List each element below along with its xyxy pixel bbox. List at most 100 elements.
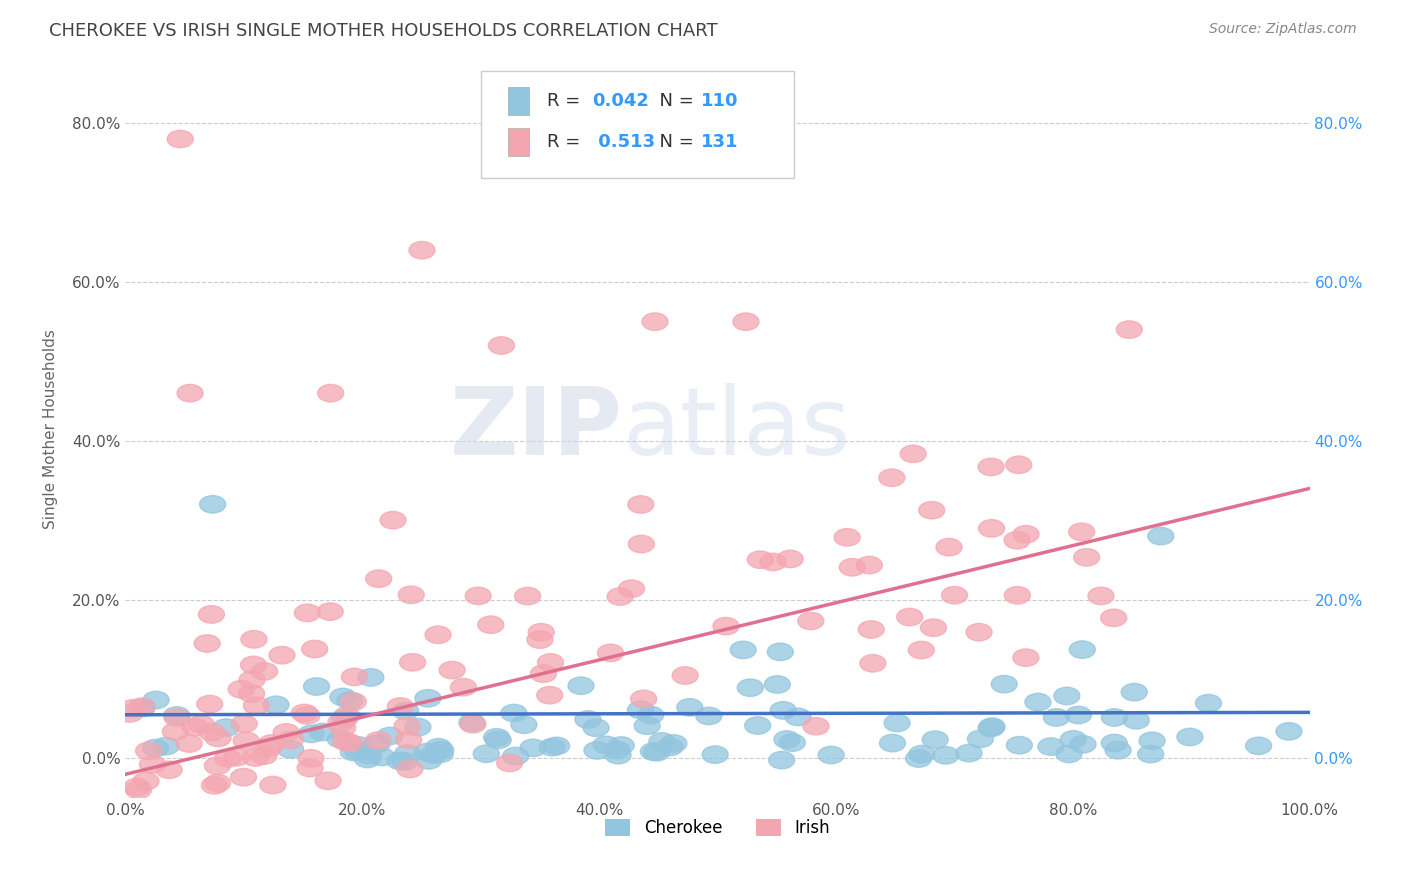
Ellipse shape (1053, 687, 1080, 705)
Ellipse shape (879, 469, 905, 486)
Ellipse shape (803, 717, 830, 735)
Ellipse shape (609, 737, 634, 755)
Ellipse shape (638, 706, 664, 723)
Ellipse shape (332, 732, 359, 750)
Ellipse shape (884, 714, 910, 731)
Ellipse shape (908, 641, 935, 659)
Ellipse shape (897, 608, 922, 626)
Ellipse shape (233, 732, 259, 749)
Ellipse shape (1195, 695, 1222, 712)
Ellipse shape (380, 511, 406, 529)
Ellipse shape (364, 735, 391, 753)
Ellipse shape (256, 739, 281, 757)
Ellipse shape (773, 731, 800, 748)
Ellipse shape (328, 714, 354, 731)
Ellipse shape (1005, 456, 1032, 474)
Ellipse shape (575, 711, 600, 728)
Ellipse shape (239, 671, 264, 689)
Ellipse shape (224, 748, 250, 766)
Ellipse shape (834, 529, 860, 546)
Ellipse shape (918, 501, 945, 519)
Ellipse shape (242, 748, 269, 766)
Ellipse shape (200, 496, 226, 513)
Ellipse shape (1147, 527, 1174, 545)
Ellipse shape (496, 754, 523, 772)
Ellipse shape (294, 604, 321, 622)
FancyBboxPatch shape (508, 128, 529, 155)
Ellipse shape (415, 690, 441, 707)
Ellipse shape (427, 741, 454, 759)
Ellipse shape (1056, 745, 1081, 763)
Ellipse shape (205, 774, 231, 792)
Ellipse shape (346, 737, 373, 755)
Ellipse shape (315, 772, 342, 789)
Ellipse shape (318, 384, 343, 402)
Ellipse shape (243, 697, 270, 714)
Ellipse shape (1004, 587, 1031, 604)
Ellipse shape (1137, 746, 1164, 763)
Ellipse shape (425, 626, 451, 643)
Ellipse shape (745, 717, 770, 734)
Ellipse shape (354, 750, 381, 768)
Ellipse shape (212, 719, 239, 736)
Ellipse shape (125, 781, 152, 798)
Ellipse shape (908, 746, 935, 763)
Ellipse shape (643, 313, 668, 330)
Ellipse shape (217, 814, 242, 830)
Ellipse shape (737, 679, 763, 697)
Text: 131: 131 (700, 133, 738, 151)
Ellipse shape (231, 768, 256, 786)
Ellipse shape (544, 737, 569, 755)
Ellipse shape (340, 693, 367, 710)
Ellipse shape (260, 776, 285, 794)
Ellipse shape (318, 603, 343, 620)
Ellipse shape (337, 692, 363, 709)
Ellipse shape (309, 723, 336, 740)
Ellipse shape (1105, 741, 1130, 759)
Ellipse shape (1070, 736, 1097, 753)
Ellipse shape (124, 779, 150, 796)
Ellipse shape (922, 731, 948, 748)
Ellipse shape (269, 647, 295, 664)
Ellipse shape (1177, 728, 1204, 746)
Text: R =: R = (547, 133, 586, 151)
Ellipse shape (797, 612, 824, 630)
Ellipse shape (165, 709, 190, 726)
Ellipse shape (277, 740, 304, 758)
Ellipse shape (416, 752, 441, 769)
Ellipse shape (538, 739, 565, 756)
Text: atlas: atlas (623, 383, 851, 475)
Ellipse shape (240, 657, 267, 673)
Ellipse shape (770, 702, 796, 719)
Ellipse shape (631, 690, 657, 707)
Ellipse shape (785, 708, 811, 725)
Ellipse shape (1066, 706, 1091, 723)
Ellipse shape (1074, 549, 1099, 566)
Text: R =: R = (547, 92, 586, 110)
Ellipse shape (839, 558, 865, 576)
FancyBboxPatch shape (508, 87, 529, 115)
Ellipse shape (163, 706, 190, 724)
Ellipse shape (156, 814, 183, 830)
Ellipse shape (176, 735, 202, 752)
Ellipse shape (198, 723, 225, 740)
Ellipse shape (1038, 738, 1064, 756)
Ellipse shape (768, 643, 793, 661)
Ellipse shape (426, 739, 451, 756)
Ellipse shape (142, 739, 169, 756)
Ellipse shape (215, 749, 240, 767)
Ellipse shape (1012, 648, 1039, 666)
Ellipse shape (273, 723, 299, 741)
Ellipse shape (366, 570, 392, 587)
Ellipse shape (769, 751, 794, 769)
Ellipse shape (515, 587, 541, 605)
Ellipse shape (415, 743, 440, 761)
Ellipse shape (162, 723, 188, 740)
Ellipse shape (607, 588, 633, 606)
Ellipse shape (356, 747, 382, 764)
Ellipse shape (129, 698, 155, 715)
Ellipse shape (583, 719, 609, 737)
Ellipse shape (858, 621, 884, 638)
Ellipse shape (250, 747, 277, 764)
Ellipse shape (880, 734, 905, 752)
